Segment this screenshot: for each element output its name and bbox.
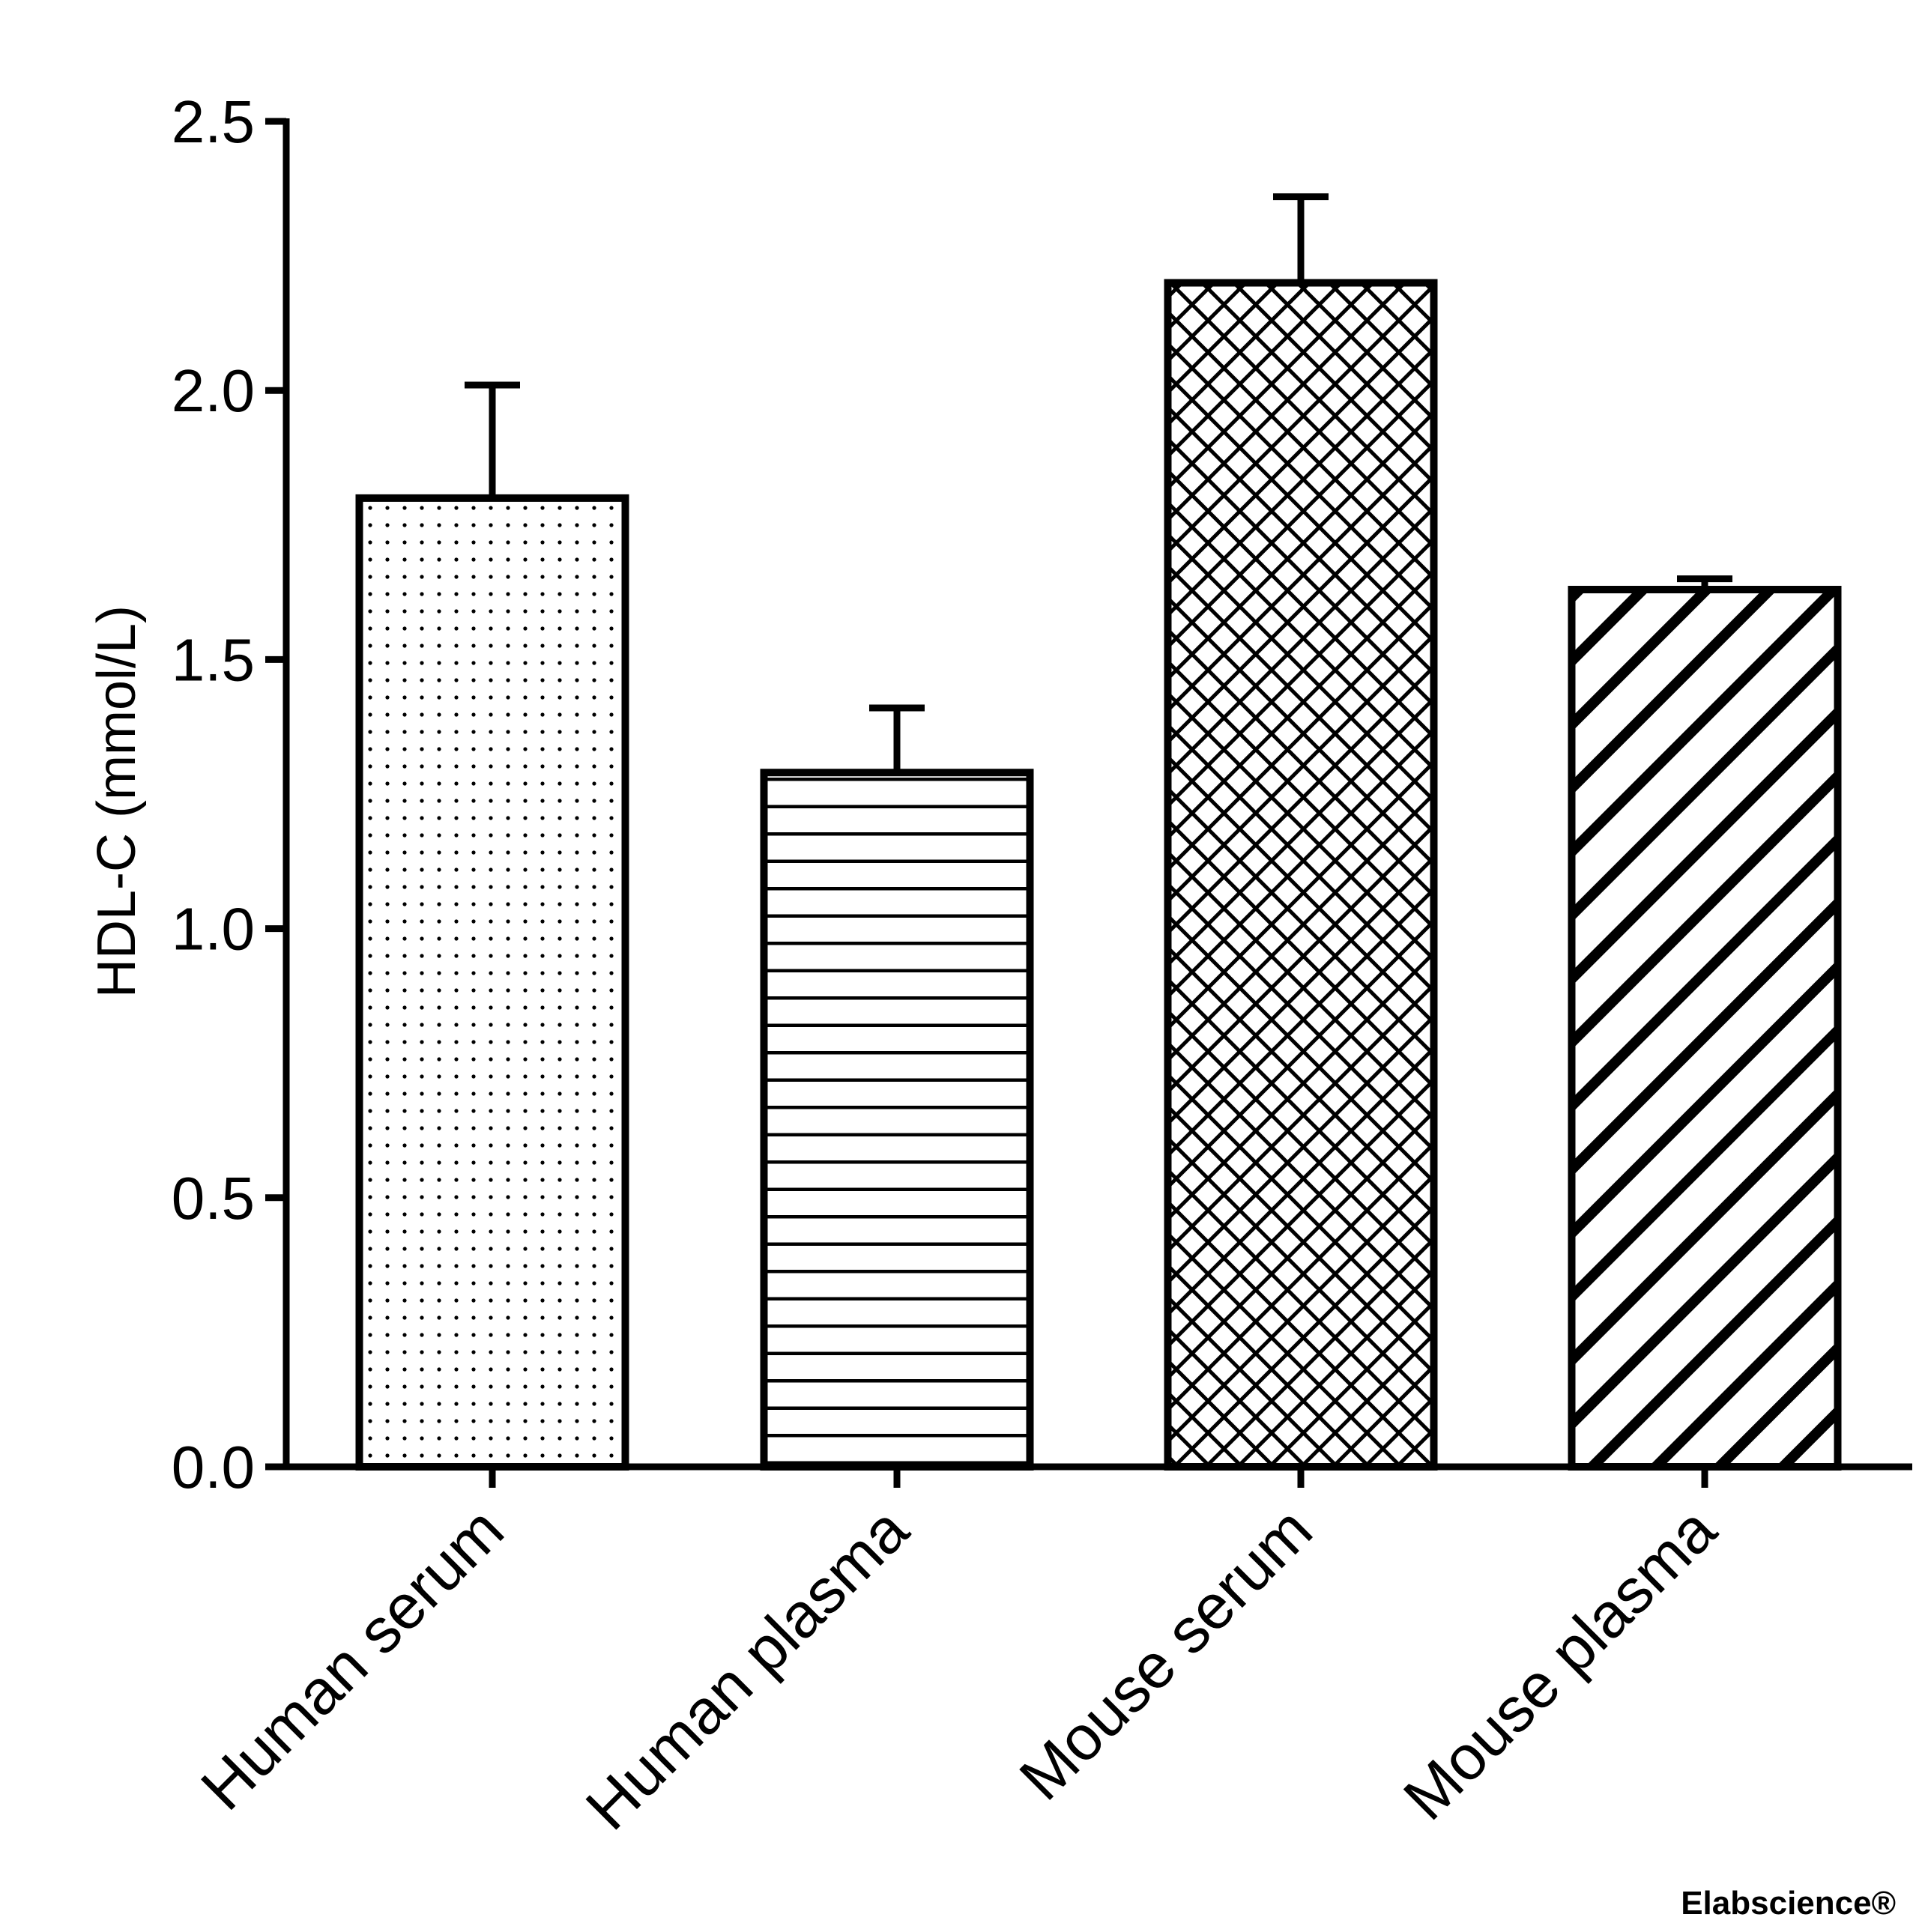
y-tick-label: 1.0 — [172, 896, 255, 963]
axes-layer — [265, 118, 1912, 1488]
error-bars-layer — [465, 193, 1732, 773]
x-category-label: Human plasma — [572, 1494, 922, 1843]
error-bar-human-serum — [465, 381, 520, 498]
y-tick-label: 0.5 — [172, 1165, 255, 1232]
error-bar-human-plasma — [869, 704, 925, 773]
y-axis-title: HDL-C (mmol/L) — [87, 605, 147, 998]
error-bar-mouse-plasma — [1677, 575, 1732, 590]
x-category-label: Human serum — [187, 1494, 516, 1823]
x-category-label: Mouse serum — [1006, 1494, 1325, 1813]
bar-human-serum — [355, 494, 629, 1471]
x-category-label: Mouse plasma — [1390, 1494, 1729, 1833]
bar-human-plasma — [760, 769, 1034, 1471]
error-bar-mouse-serum — [1273, 193, 1329, 283]
y-tick-label: 1.5 — [172, 626, 255, 693]
y-tick-label: 0.0 — [172, 1434, 255, 1501]
bars-layer — [355, 279, 1842, 1471]
y-tick-label: 2.5 — [172, 88, 255, 155]
watermark-logo: Elabscience® — [1681, 1885, 1896, 1922]
bar-mouse-serum — [1164, 279, 1438, 1471]
bar-mouse-plasma — [1568, 586, 1842, 1471]
y-tick-label: 2.0 — [172, 357, 255, 424]
